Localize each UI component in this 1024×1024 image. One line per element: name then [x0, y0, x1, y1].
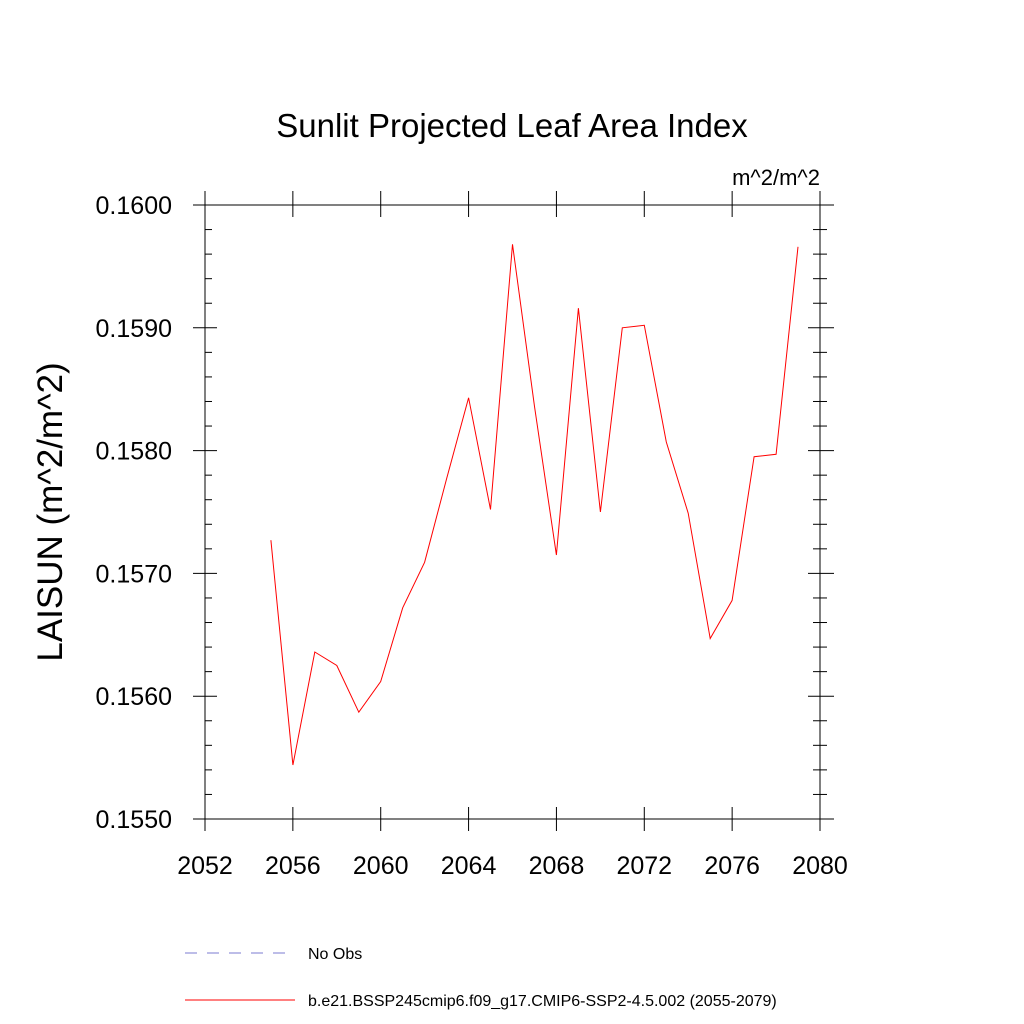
x-tick-label: 2056 — [265, 852, 321, 880]
y-tick-label: 0.1600 — [96, 192, 172, 220]
x-tick-labels: 2052 2056 2060 2064 2068 2072 2076 2080 — [177, 852, 848, 880]
y-tick-label: 0.1580 — [96, 438, 172, 466]
units-label: m^2/m^2 — [732, 165, 820, 190]
y-axis-title: LAISUN (m^2/m^2) — [31, 362, 70, 661]
legend-label-no-obs: No Obs — [308, 946, 362, 963]
series-line — [270, 244, 799, 766]
x-tick-label: 2076 — [704, 852, 760, 880]
plot-frame — [204, 204, 821, 820]
axis-ticks — [193, 191, 834, 831]
x-tick-label: 2068 — [529, 852, 585, 880]
legend: No Obs b.e21.BSSP245cmip6.f09_g17.CMIP6-… — [185, 946, 777, 1010]
series-group — [270, 244, 799, 766]
chart-title: Sunlit Projected Leaf Area Index — [276, 107, 748, 144]
x-tick-label: 2064 — [441, 852, 497, 880]
y-tick-label: 0.1570 — [96, 560, 172, 588]
y-tick-labels: 0.1550 0.1560 0.1570 0.1580 0.1590 0.1600 — [96, 192, 172, 834]
legend-label-model: b.e21.BSSP245cmip6.f09_g17.CMIP6-SSP2-4.… — [308, 993, 777, 1010]
y-tick-label: 0.1550 — [96, 806, 172, 834]
x-tick-label: 2052 — [177, 852, 233, 880]
x-tick-label: 2080 — [792, 852, 848, 880]
y-tick-label: 0.1560 — [96, 683, 172, 711]
x-tick-label: 2060 — [353, 852, 409, 880]
x-tick-label: 2072 — [616, 852, 672, 880]
y-tick-label: 0.1590 — [96, 315, 172, 343]
